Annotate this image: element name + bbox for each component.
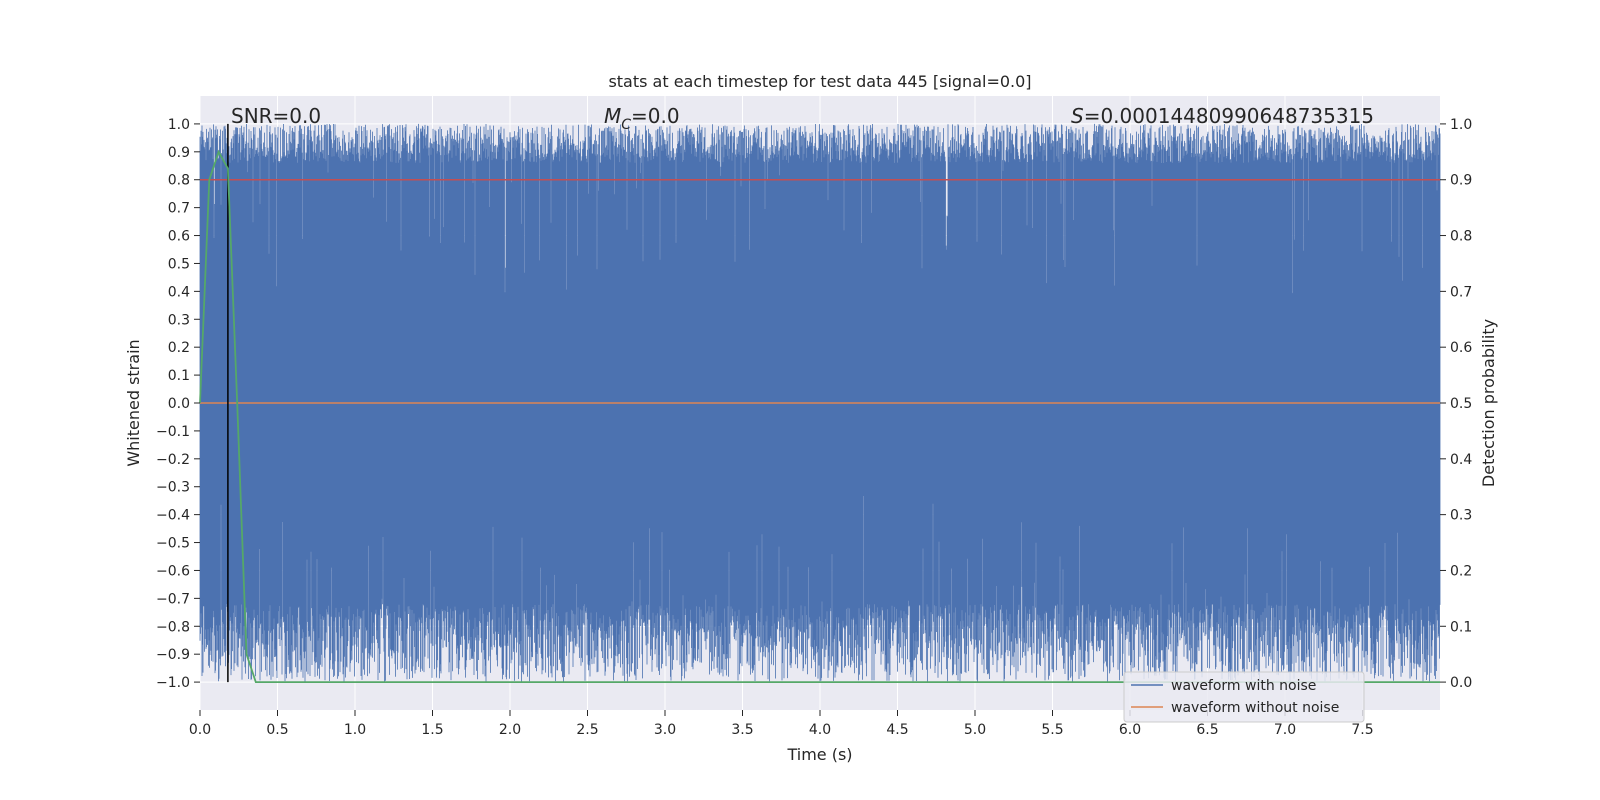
s-symbol: S [1071, 104, 1084, 128]
x-tick-label: 7.0 [1274, 722, 1296, 738]
y-left-tick-label: 0.9 [168, 145, 190, 161]
x-tick-label: 2.5 [576, 722, 598, 738]
y-right-tick-label: 0.1 [1450, 619, 1472, 635]
x-tick-label: 1.5 [421, 722, 443, 738]
y-left-tick-label: −0.1 [156, 424, 190, 440]
x-tick-label: 4.0 [809, 722, 831, 738]
y-right-tick-label: 0.8 [1450, 229, 1472, 245]
x-axis: 0.0 0.5 1.0 1.5 2.0 2.5 3.0 3.5 4.0 4.5 5.0 5.5 6.0 6… [189, 710, 1374, 738]
y-left-tick-label: −0.3 [156, 480, 190, 496]
y-left-tick-label: −0.9 [156, 647, 190, 663]
y-left-tick-label: 0.3 [168, 312, 190, 328]
y-axis-right: 1.0 0.9 0.8 0.7 0.6 0.5 0.4 0.3 0.2 0.1 0.0 [1440, 117, 1472, 691]
y-left-tick-label: −1.0 [156, 675, 190, 691]
y-left-tick-label: 0.4 [168, 284, 190, 300]
x-tick-label: 4.5 [886, 722, 908, 738]
y-axis-left-label: Whitened strain [124, 339, 143, 466]
legend-box [1123, 671, 1365, 723]
s-value: =0.00014480990648735315 [1084, 104, 1374, 128]
x-tick-label: 1.0 [344, 722, 366, 738]
y-right-tick-label: 1.0 [1450, 117, 1472, 133]
y-right-tick-label: 0.6 [1450, 340, 1472, 356]
legend-label-waveform-with-noise: waveform with noise [1171, 678, 1316, 694]
x-tick-label: 5.0 [964, 722, 986, 738]
y-left-tick-label: −0.4 [156, 508, 190, 524]
y-left-tick-label: −0.5 [156, 536, 190, 552]
y-right-tick-label: 0.2 [1450, 563, 1472, 579]
y-left-tick-label: −0.6 [156, 563, 190, 579]
y-left-tick-label: 0.7 [168, 201, 190, 217]
legend-label-waveform-without-noise: waveform without noise [1171, 700, 1339, 716]
mc-symbol: M [604, 104, 621, 128]
series-lines [199, 123, 1440, 683]
x-tick-label: 2.0 [499, 722, 521, 738]
y-right-tick-label: 0.9 [1450, 173, 1472, 189]
y-left-tick-label: −0.2 [156, 452, 190, 468]
x-tick-label: 3.5 [731, 722, 753, 738]
y-left-tick-label: 0.2 [168, 340, 190, 356]
chart-title: stats at each timestep for test data 445… [608, 72, 1031, 91]
x-tick-label: 0.5 [266, 722, 288, 738]
mc-value: =0.0 [631, 104, 680, 128]
x-tick-label: 6.5 [1196, 722, 1218, 738]
y-right-tick-label: 0.5 [1450, 396, 1472, 412]
y-left-tick-label: 0.8 [168, 173, 190, 189]
legend: waveform with noise waveform without noi… [1123, 671, 1365, 723]
y-left-tick-label: 0.6 [168, 229, 190, 245]
x-tick-label: 3.0 [654, 722, 676, 738]
y-left-tick-label: 1.0 [168, 117, 190, 133]
y-axis-right-label: Detection probability [1479, 319, 1498, 487]
detection-probability-line [199, 149, 1440, 683]
x-tick-label: 0.0 [189, 722, 211, 738]
y-left-tick-label: 0.0 [168, 396, 190, 412]
s-annotation: S=0.00014480990648735315 [1071, 104, 1374, 128]
x-tick-label: 5.5 [1041, 722, 1063, 738]
y-right-tick-label: 0.7 [1450, 284, 1472, 300]
x-axis-label: Time (s) [786, 745, 852, 764]
y-right-tick-label: 0.0 [1450, 675, 1472, 691]
y-left-tick-label: 0.1 [168, 368, 190, 384]
y-axis-left: 1.0 0.9 0.8 0.7 0.6 0.5 0.4 0.3 0.2 0.1 0.0 −0.1 −0.… [156, 117, 200, 691]
snr-annotation: SNR=0.0 [231, 104, 321, 128]
y-right-tick-label: 0.3 [1450, 508, 1472, 524]
mc-subscript: C [621, 117, 631, 133]
y-left-tick-label: −0.7 [156, 591, 190, 607]
y-left-tick-label: 0.5 [168, 256, 190, 272]
chirp-mass-annotation: MC=0.0 [604, 104, 680, 133]
y-right-tick-label: 0.4 [1450, 452, 1472, 468]
y-left-tick-label: −0.8 [156, 619, 190, 635]
x-tick-label: 7.5 [1351, 722, 1373, 738]
x-tick-label: 6.0 [1119, 722, 1141, 738]
